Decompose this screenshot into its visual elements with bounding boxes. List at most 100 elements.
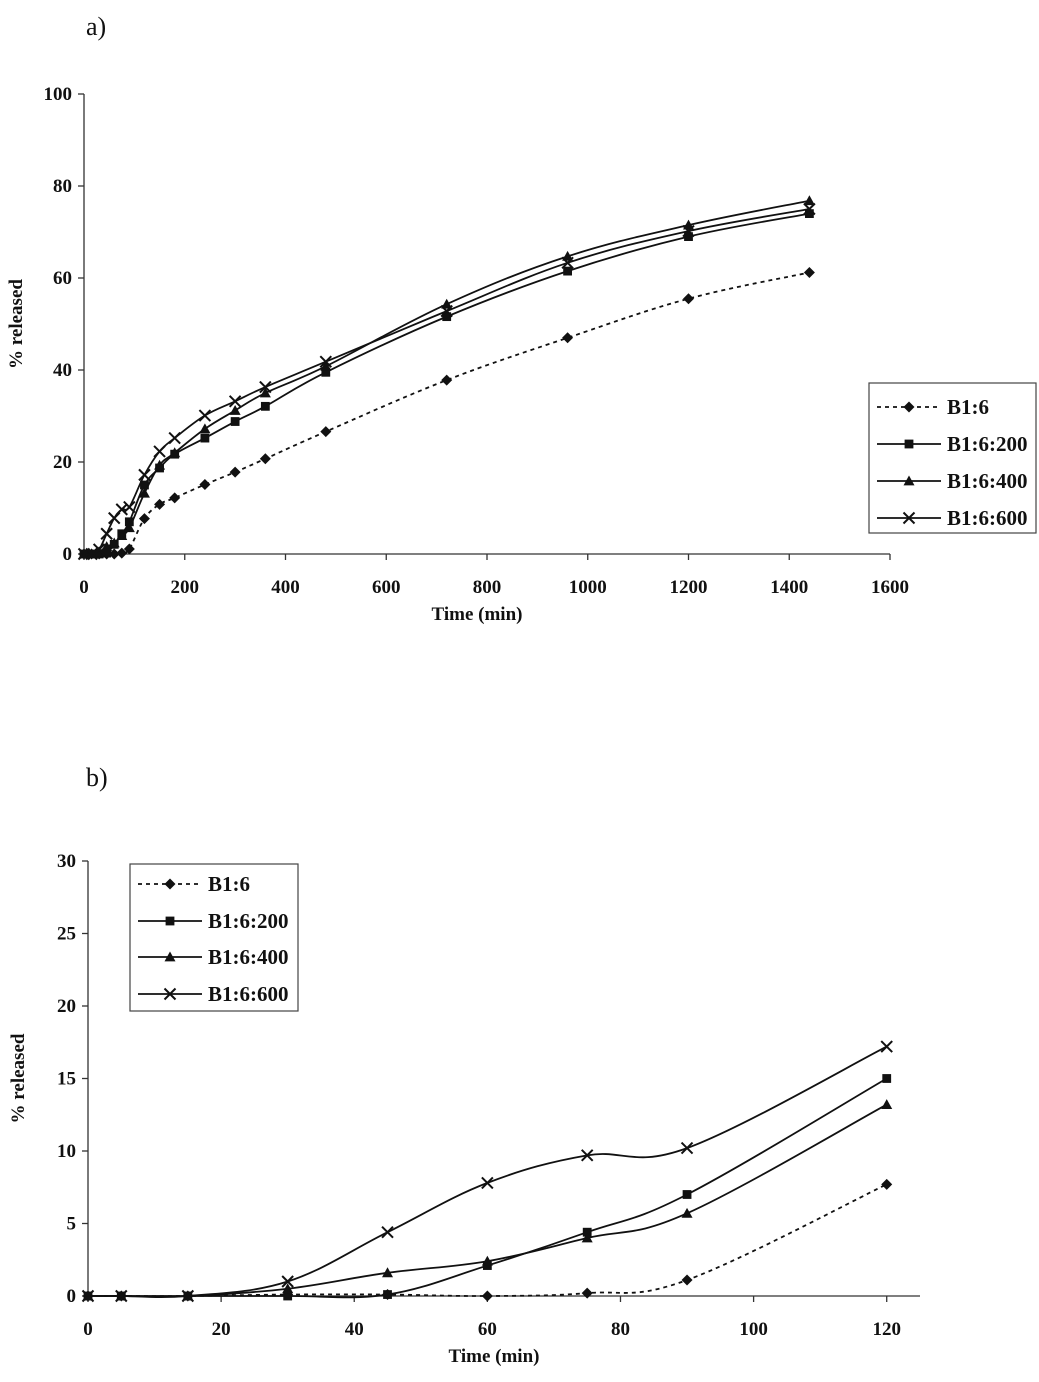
data-point: [259, 387, 271, 398]
data-point: [116, 547, 128, 559]
x-tick-label: 0: [79, 577, 89, 598]
data-point: [581, 1287, 593, 1299]
x-axis-title: Time (min): [449, 1346, 540, 1367]
y-tick-label: 10: [57, 1141, 76, 1162]
legend-marker: [904, 439, 914, 449]
data-point: [682, 224, 695, 238]
data-point: [282, 1283, 294, 1294]
series-line: [88, 1183, 888, 1298]
x-tick-label: 1600: [871, 577, 909, 598]
data-point: [198, 409, 212, 422]
legend-marker: [164, 878, 176, 890]
x-tick-label: 80: [611, 1319, 630, 1340]
x-tick-label: 20: [212, 1319, 231, 1340]
series-B1-6: [82, 1178, 893, 1302]
data-point: [199, 479, 211, 491]
data-point: [681, 1207, 693, 1218]
panel-b-label: b): [86, 763, 108, 792]
data-point: [260, 401, 270, 411]
x-tick-label: 1400: [770, 577, 808, 598]
data-point: [803, 202, 816, 216]
legend-marker: [163, 987, 177, 1001]
data-point: [123, 500, 136, 514]
data-point: [682, 1190, 692, 1199]
data-point: [581, 1232, 593, 1243]
data-point: [440, 304, 453, 318]
data-point: [116, 530, 128, 540]
data-point: [680, 1141, 694, 1155]
data-point: [169, 492, 181, 504]
y-tick-label: 0: [67, 1286, 77, 1307]
data-point: [562, 250, 574, 261]
data-point: [481, 1176, 494, 1190]
series-B1-6-400: [82, 1099, 893, 1301]
data-point: [582, 1227, 592, 1237]
data-point: [441, 374, 453, 386]
data-point: [102, 548, 112, 558]
data-point: [230, 417, 240, 426]
data-point: [281, 1275, 294, 1288]
data-point: [138, 513, 150, 525]
data-point: [382, 1267, 394, 1278]
data-point: [229, 404, 241, 415]
data-point: [154, 459, 166, 470]
data-point: [681, 1274, 693, 1286]
y-tick-label: 30: [57, 851, 76, 872]
legend-marker: [903, 475, 915, 486]
data-point: [803, 266, 815, 278]
data-point: [442, 312, 452, 322]
data-point: [228, 395, 242, 408]
data-point: [283, 1291, 293, 1301]
x-tick-label: 1000: [569, 577, 607, 598]
data-point: [124, 517, 134, 527]
y-tick-label: 40: [53, 360, 72, 381]
x-axis-title: Time (min): [432, 604, 523, 625]
data-point: [320, 360, 332, 371]
data-point: [200, 433, 210, 443]
data-point: [123, 543, 135, 555]
data-point: [381, 1225, 394, 1239]
x-tick-label: 1200: [670, 577, 708, 598]
data-point: [108, 548, 120, 560]
data-point: [115, 1289, 128, 1303]
y-axis-title: % released: [8, 1033, 29, 1123]
x-tick-label: 600: [372, 577, 401, 598]
chart-b: 0 5 10 15 20 25 30 0 20 40 60 80 100 120 Time (min) % r…: [8, 851, 920, 1367]
data-point: [138, 487, 150, 498]
series-B1-6-200: [83, 1074, 892, 1301]
x-tick-label: 800: [473, 577, 502, 598]
legend-box: [129, 863, 299, 1012]
legend-marker: [903, 401, 915, 413]
y-tick-label: 20: [57, 996, 76, 1017]
data-point: [169, 447, 181, 458]
data-point: [181, 1289, 195, 1303]
legend-label: B1:6:200: [208, 909, 289, 933]
legend-label: B1:6:400: [947, 469, 1028, 493]
data-point: [259, 380, 272, 394]
data-point: [123, 522, 135, 533]
data-point: [100, 527, 113, 540]
data-point: [880, 1040, 893, 1053]
data-point: [85, 547, 98, 561]
legend-label: B1:6:600: [947, 506, 1028, 530]
y-tick-label: 100: [44, 84, 73, 105]
data-point: [805, 209, 814, 218]
data-point: [562, 332, 574, 344]
x-tick-label: 40: [345, 1319, 364, 1340]
legend-marker: [164, 951, 176, 962]
data-point: [92, 543, 106, 556]
data-point: [108, 537, 120, 548]
x-tick-label: 100: [739, 1319, 768, 1340]
data-point: [441, 298, 453, 309]
y-axis-title: % released: [6, 279, 27, 369]
data-point: [154, 498, 166, 510]
data-point: [115, 503, 128, 516]
data-point: [81, 1289, 95, 1303]
legend-label: B1:6:600: [208, 982, 289, 1006]
data-point: [101, 541, 113, 552]
data-point: [168, 431, 181, 445]
y-tick-label: 80: [53, 176, 72, 197]
y-tick-label: 0: [63, 544, 73, 565]
y-tick-label: 5: [67, 1214, 77, 1235]
legend-label: B1:6: [947, 395, 989, 419]
